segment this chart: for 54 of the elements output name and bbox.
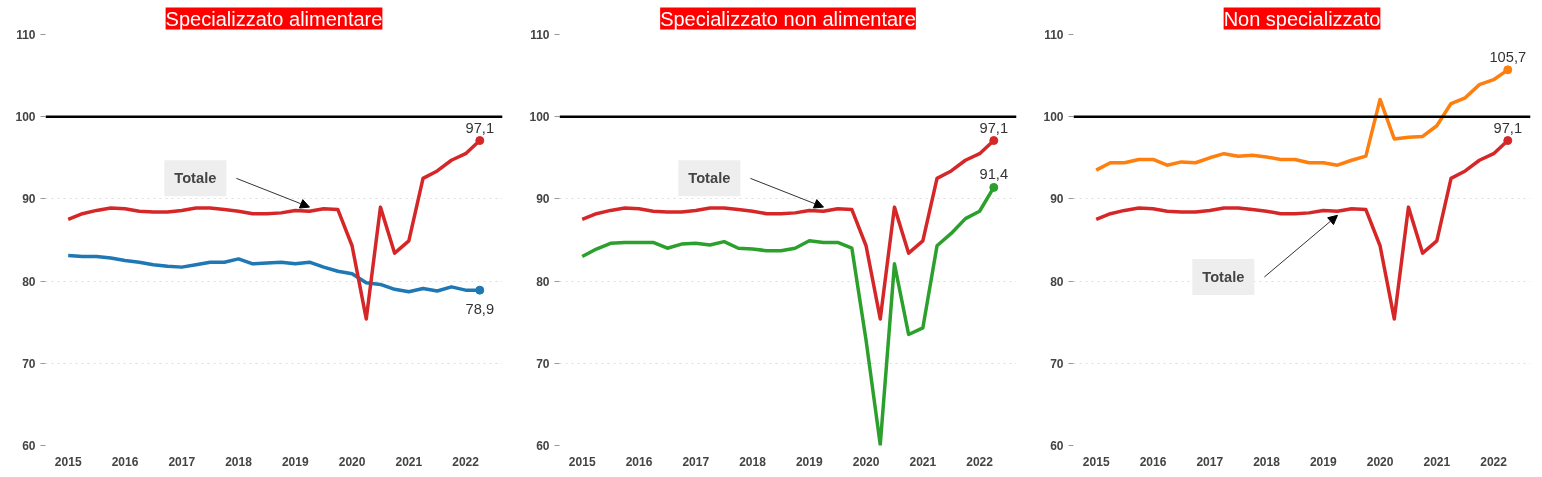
x-tick-label: 2020 bbox=[1366, 454, 1394, 469]
x-tick-label: 2015 bbox=[54, 454, 82, 469]
y-tick-label: 80 bbox=[22, 274, 36, 289]
y-tick-label: 60 bbox=[1050, 439, 1064, 453]
x-tick-label: 2015 bbox=[1082, 454, 1110, 469]
y-tick-label: 100 bbox=[529, 110, 550, 125]
chart-title: Non specializzato bbox=[1223, 7, 1381, 30]
y-tick-label: 90 bbox=[1050, 192, 1064, 207]
x-tick-label: 2021 bbox=[909, 454, 937, 469]
data-label: 97,1 bbox=[979, 119, 1009, 136]
data-label: 97,1 bbox=[465, 119, 495, 136]
y-tick-label: 100 bbox=[1043, 110, 1064, 125]
x-tick-label: 2017 bbox=[168, 454, 196, 469]
x-tick-label: 2018 bbox=[739, 454, 767, 469]
x-tick-label: 2015 bbox=[568, 454, 596, 469]
series-label: Totale bbox=[688, 170, 731, 187]
x-tick-label: 2016 bbox=[625, 454, 653, 469]
y-tick-label: 70 bbox=[22, 356, 36, 371]
data-label: 78,9 bbox=[465, 301, 495, 318]
y-tick-label: 110 bbox=[1044, 28, 1064, 42]
y-tick-label: 80 bbox=[536, 274, 550, 289]
x-tick-label: 2017 bbox=[1196, 454, 1224, 469]
x-tick-label: 2019 bbox=[1309, 454, 1337, 469]
data-label: 105,7 bbox=[1489, 48, 1527, 65]
x-tick-label: 2020 bbox=[338, 454, 366, 469]
x-tick-label: 2021 bbox=[1423, 454, 1451, 469]
x-tick-label: 2016 bbox=[111, 454, 139, 469]
x-tick-label: 2022 bbox=[1480, 454, 1508, 469]
x-tick-label: 2017 bbox=[682, 454, 710, 469]
y-tick-label: 60 bbox=[22, 439, 36, 453]
chart-title: Specializzato non alimentare bbox=[660, 7, 916, 30]
chart-title: Specializzato alimentare bbox=[165, 7, 383, 30]
x-tick-label: 2018 bbox=[1253, 454, 1281, 469]
data-label: 91,4 bbox=[979, 166, 1009, 183]
y-tick-label: 70 bbox=[536, 356, 550, 371]
x-tick-label: 2019 bbox=[795, 454, 823, 469]
x-tick-label: 2018 bbox=[225, 454, 253, 469]
x-tick-label: 2020 bbox=[852, 454, 880, 469]
y-tick-label: 90 bbox=[22, 192, 36, 207]
text: Totale bbox=[1202, 268, 1245, 285]
y-tick-label: 110 bbox=[16, 28, 36, 42]
y-tick-label: 80 bbox=[1050, 274, 1064, 289]
y-tick-label: 110 bbox=[530, 28, 550, 42]
x-tick-label: 2019 bbox=[281, 454, 309, 469]
y-tick-label: 70 bbox=[1050, 356, 1064, 371]
x-tick-label: 2022 bbox=[452, 454, 480, 469]
x-tick-label: 2021 bbox=[395, 454, 423, 469]
data-label: 97,1 bbox=[1493, 119, 1523, 136]
y-tick-label: 90 bbox=[536, 192, 550, 207]
x-tick-label: 2016 bbox=[1139, 454, 1167, 469]
x-tick-label: 2022 bbox=[966, 454, 994, 469]
y-tick-label: 60 bbox=[536, 439, 550, 453]
series-label: Totale bbox=[174, 170, 217, 187]
y-tick-label: 100 bbox=[15, 110, 36, 125]
